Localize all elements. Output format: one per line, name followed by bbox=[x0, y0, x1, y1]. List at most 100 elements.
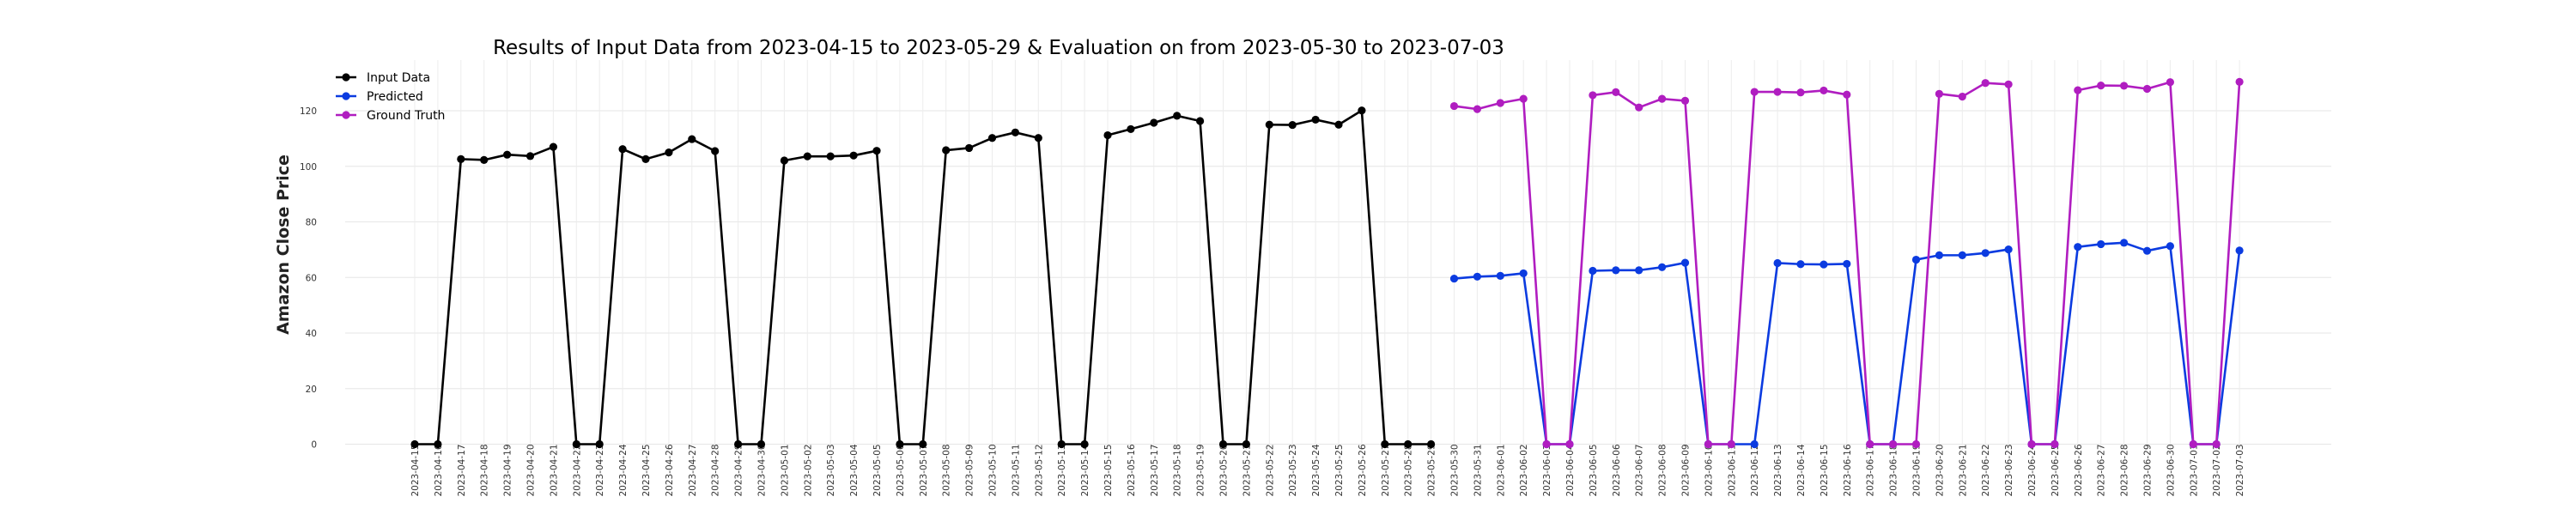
data-point bbox=[1704, 439, 1712, 449]
y-tick-label: 100 bbox=[300, 162, 317, 173]
data-point bbox=[1589, 91, 1597, 100]
data-point bbox=[780, 156, 789, 165]
x-tick-label: 2023-06-16 bbox=[1843, 444, 1853, 496]
x-tick-label: 2023-07-03 bbox=[2235, 444, 2245, 496]
x-tick-label: 2023-05-20 bbox=[1219, 444, 1230, 496]
legend-label: Input Data bbox=[367, 71, 430, 85]
grid bbox=[345, 60, 2331, 451]
x-tick-label: 2023-04-28 bbox=[711, 444, 721, 496]
data-point bbox=[1612, 266, 1620, 275]
data-point bbox=[1103, 130, 1112, 140]
data-point bbox=[1750, 88, 1759, 96]
data-point bbox=[2050, 439, 2059, 449]
data-point bbox=[1820, 86, 1828, 95]
data-point bbox=[1612, 88, 1620, 96]
legend-item: Input Data bbox=[336, 71, 430, 85]
x-tick-label: 2023-06-03 bbox=[1542, 444, 1552, 496]
x-tick-label: 2023-04-21 bbox=[549, 444, 559, 496]
data-point bbox=[1589, 266, 1597, 276]
data-point bbox=[1843, 90, 1851, 99]
data-point bbox=[2074, 86, 2082, 94]
data-point bbox=[1057, 439, 1066, 449]
x-tick-label: 2023-05-22 bbox=[1265, 444, 1275, 496]
y-tick-label: 20 bbox=[306, 385, 317, 395]
data-point bbox=[1635, 266, 1643, 275]
data-point bbox=[1496, 271, 1504, 280]
x-tick-label: 2023-06-28 bbox=[2120, 444, 2130, 496]
data-point bbox=[919, 439, 927, 449]
x-tick-label: 2023-05-30 bbox=[1450, 444, 1461, 496]
x-tick-label: 2023-05-08 bbox=[942, 444, 952, 496]
data-point bbox=[1773, 88, 1782, 96]
data-point bbox=[1404, 439, 1413, 449]
x-tick-label: 2023-05-03 bbox=[826, 444, 836, 496]
x-tick-label: 2023-06-05 bbox=[1589, 444, 1599, 496]
plot-area bbox=[410, 77, 2244, 449]
data-point bbox=[711, 147, 720, 155]
data-point bbox=[826, 152, 835, 161]
data-point bbox=[1519, 94, 1528, 103]
data-point bbox=[2074, 243, 2082, 251]
y-axis: 0 20 40 60 80 100 120 bbox=[300, 106, 317, 450]
x-tick-label: 2023-06-09 bbox=[1681, 444, 1692, 496]
data-point bbox=[756, 439, 766, 449]
data-point bbox=[1658, 94, 1667, 103]
data-point bbox=[1288, 120, 1297, 130]
data-point bbox=[434, 439, 442, 449]
x-tick-label: 2023-05-21 bbox=[1242, 444, 1252, 496]
x-tick-label: 2023-05-02 bbox=[803, 444, 813, 496]
x-tick-label: 2023-04-29 bbox=[734, 444, 744, 496]
x-tick-label: 2023-07-02 bbox=[2212, 444, 2222, 496]
data-point bbox=[1680, 96, 1690, 106]
x-tick-label: 2023-05-15 bbox=[1103, 444, 1114, 496]
data-point bbox=[549, 142, 558, 151]
x-tick-label: 2023-04-27 bbox=[688, 444, 698, 496]
x-tick-label: 2023-06-20 bbox=[1935, 444, 1945, 496]
data-point bbox=[1658, 263, 1667, 271]
data-point bbox=[896, 439, 904, 449]
data-point bbox=[1820, 260, 1828, 269]
x-tick-label: 2023-05-18 bbox=[1173, 444, 1183, 496]
x-tick-label: 2023-05-16 bbox=[1127, 444, 1137, 496]
data-point bbox=[1218, 439, 1228, 449]
x-tick-label: 2023-05-09 bbox=[965, 444, 975, 496]
x-tick-label: 2023-06-27 bbox=[2097, 444, 2107, 496]
data-point bbox=[526, 152, 535, 161]
x-tick-label: 2023-06-08 bbox=[1658, 444, 1668, 496]
data-point bbox=[480, 155, 489, 164]
data-point bbox=[1449, 274, 1459, 283]
data-point bbox=[849, 151, 858, 160]
legend-label: Predicted bbox=[367, 90, 423, 104]
data-point bbox=[1449, 101, 1459, 111]
x-tick-label: 2023-06-10 bbox=[1704, 444, 1714, 496]
legend-item: Ground Truth bbox=[336, 109, 445, 123]
legend-marker bbox=[342, 111, 350, 119]
x-tick-label: 2023-06-18 bbox=[1889, 444, 1899, 496]
x-tick-label: 2023-06-02 bbox=[1519, 444, 1529, 496]
x-tick-label: 2023-05-29 bbox=[1427, 444, 1437, 496]
data-point bbox=[2004, 80, 2013, 88]
data-point bbox=[1866, 439, 1874, 449]
x-tick-label: 2023-04-22 bbox=[572, 444, 582, 496]
data-point bbox=[618, 145, 627, 154]
x-tick-label: 2023-06-13 bbox=[1773, 444, 1783, 496]
data-point bbox=[2166, 78, 2174, 87]
data-point bbox=[688, 135, 696, 143]
y-tick-label: 40 bbox=[306, 329, 317, 339]
series-input-data bbox=[410, 106, 1436, 449]
legend: Input Data Predicted Ground Truth bbox=[336, 71, 445, 123]
data-point bbox=[572, 439, 580, 449]
data-point bbox=[1911, 255, 1921, 264]
data-point bbox=[1727, 439, 1735, 449]
data-point bbox=[2142, 246, 2152, 255]
y-tick-label: 60 bbox=[306, 273, 317, 283]
x-tick-label: 2023-05-23 bbox=[1288, 444, 1298, 496]
data-point bbox=[2235, 77, 2244, 86]
x-tick-label: 2023-06-07 bbox=[1635, 444, 1645, 496]
data-point bbox=[1473, 105, 1481, 113]
data-point bbox=[1981, 249, 1990, 258]
data-point bbox=[987, 134, 997, 142]
x-tick-label: 2023-05-25 bbox=[1334, 444, 1345, 496]
data-point bbox=[1034, 134, 1042, 142]
